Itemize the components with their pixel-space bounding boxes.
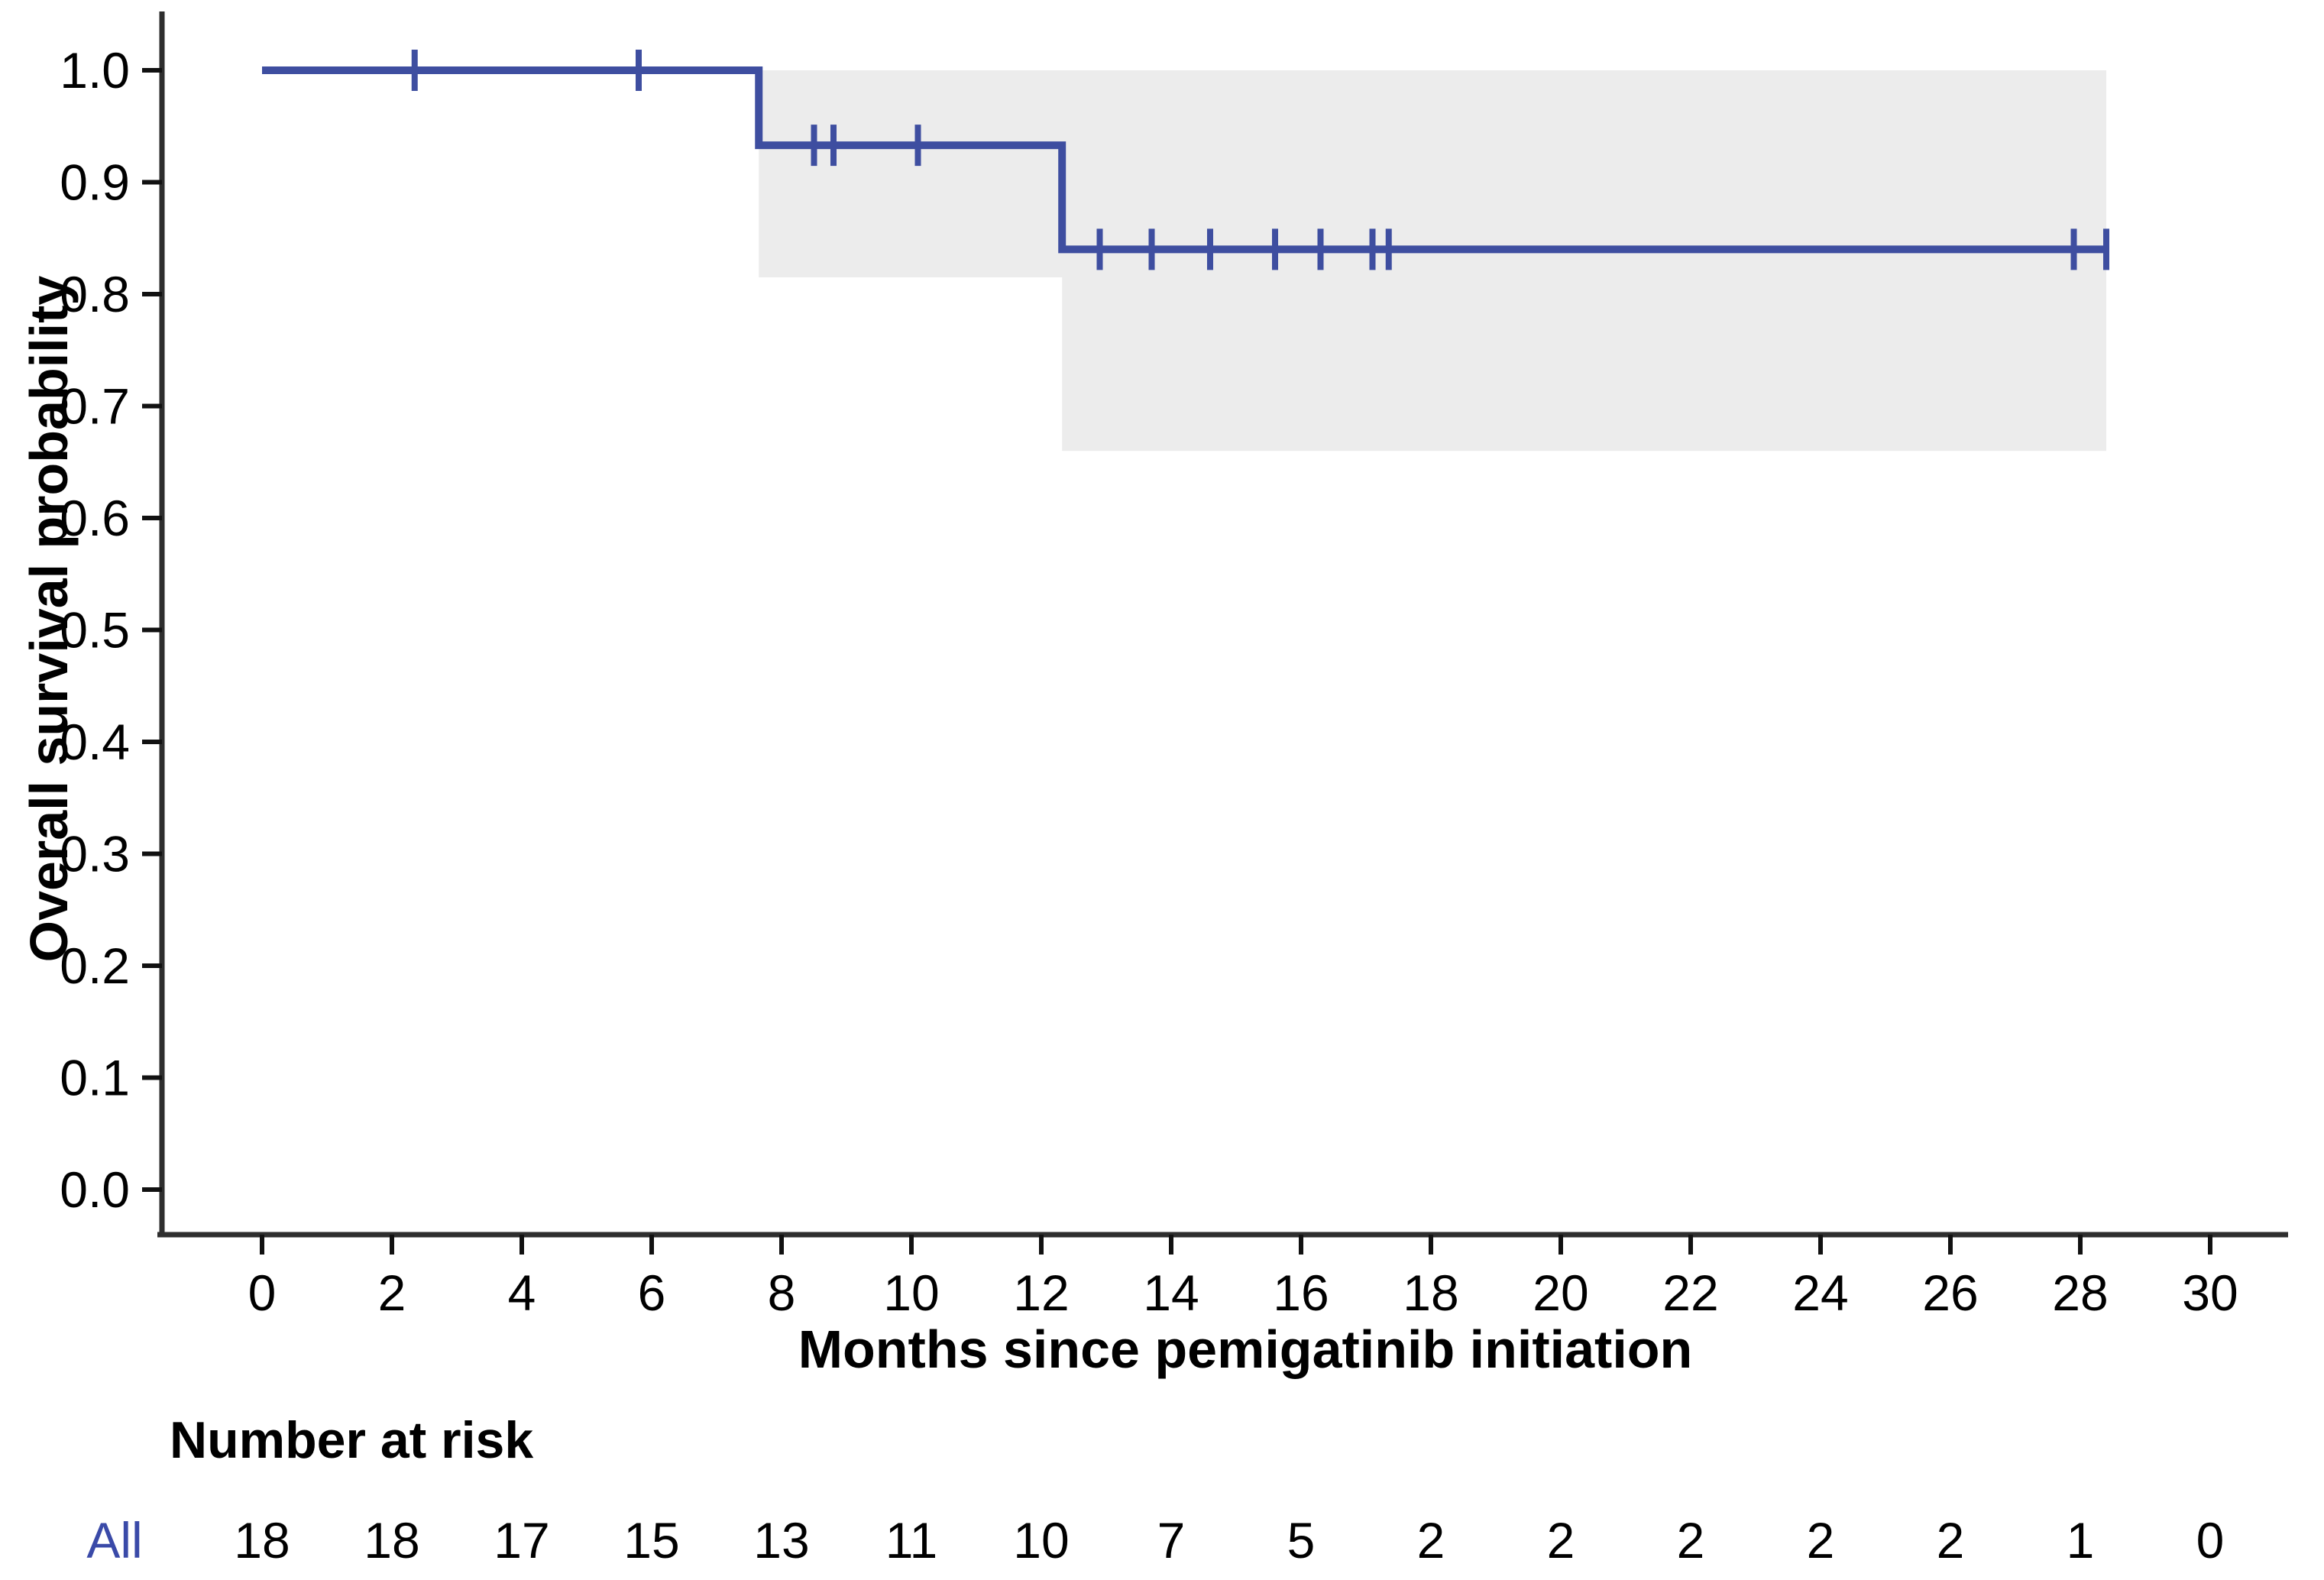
x-tick-label: 16: [1273, 1264, 1329, 1321]
risk-count: 2: [1416, 1512, 1445, 1569]
y-tick-label: 0.7: [60, 378, 130, 435]
risk-count: 18: [364, 1512, 420, 1569]
x-tick-label: 6: [638, 1264, 666, 1321]
x-tick-label: 0: [248, 1264, 277, 1321]
risk-count: 17: [494, 1512, 550, 1569]
x-axis-title: Months since pemigatinib initiation: [798, 1319, 1693, 1379]
risk-count: 2: [1676, 1512, 1705, 1569]
x-tick-label: 24: [1792, 1264, 1848, 1321]
x-tick-label: 18: [1403, 1264, 1458, 1321]
y-axis-title: Overall survival probability: [19, 275, 79, 963]
y-tick-label: 0.6: [60, 490, 130, 546]
risk-count: 18: [234, 1512, 290, 1569]
x-tick-label: 8: [768, 1264, 796, 1321]
risk-count: 10: [1013, 1512, 1070, 1569]
x-tick-label: 2: [378, 1264, 406, 1321]
x-tick-label: 4: [508, 1264, 536, 1321]
x-tick-label: 10: [883, 1264, 939, 1321]
risk-table-header: Number at risk: [170, 1411, 534, 1469]
y-tick-label: 0.8: [60, 266, 130, 322]
y-tick-label: 0.3: [60, 826, 130, 882]
risk-count: 0: [2196, 1512, 2225, 1569]
km-curve: [262, 66, 2106, 254]
y-tick-label: 0.9: [60, 154, 130, 211]
x-tick-label: 12: [1013, 1264, 1069, 1321]
risk-count: 2: [1546, 1512, 1575, 1569]
y-tick-label: 1.0: [60, 42, 130, 99]
y-tick-label: 0.5: [60, 602, 130, 659]
x-tick-label: 28: [2052, 1264, 2108, 1321]
confidence-band: [759, 70, 2106, 452]
y-tick-label: 0.0: [60, 1161, 130, 1218]
risk-count: 15: [623, 1512, 680, 1569]
risk-count: 2: [1936, 1512, 1965, 1569]
x-tick-label: 30: [2182, 1264, 2238, 1321]
x-tick-label: 20: [1533, 1264, 1588, 1321]
risk-count: 2: [1806, 1512, 1835, 1569]
y-tick-label: 0.4: [60, 714, 130, 770]
risk-count: 7: [1157, 1512, 1186, 1569]
risk-count: 1: [2066, 1512, 2095, 1569]
y-tick-label: 0.2: [60, 937, 130, 994]
risk-group-label: All: [86, 1512, 143, 1569]
x-tick-label: 22: [1662, 1264, 1718, 1321]
risk-count: 5: [1287, 1512, 1316, 1569]
x-tick-label: 14: [1143, 1264, 1199, 1321]
x-tick-label: 26: [1922, 1264, 1978, 1321]
risk-count: 11: [885, 1512, 938, 1569]
risk-count: 13: [753, 1512, 810, 1569]
y-tick-label: 0.1: [60, 1050, 130, 1106]
